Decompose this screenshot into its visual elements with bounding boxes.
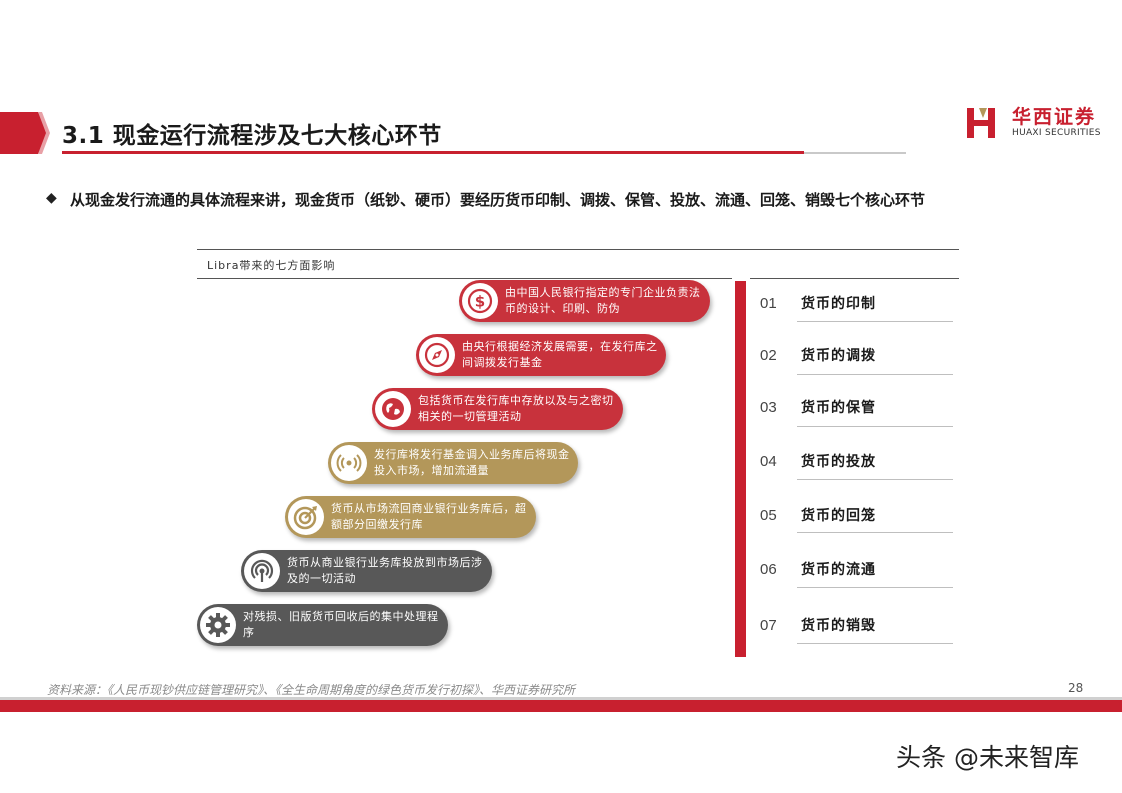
item-label: 货币的投放 xyxy=(801,454,876,470)
item-label: 货币的回笼 xyxy=(801,508,876,524)
item-number: 06 xyxy=(760,561,777,578)
logo-text: 华西证券 xyxy=(1012,106,1097,128)
step-destruction: 对残损、旧版货币回收后的集中处理程序 xyxy=(197,604,448,646)
compass-icon xyxy=(419,337,455,373)
item-label: 货币的销毁 xyxy=(801,618,876,634)
item-divider xyxy=(797,479,953,480)
step-custody: 包括货币在发行库中存放以及与之密切相关的一切管理活动 xyxy=(372,388,623,430)
globe-icon xyxy=(375,391,411,427)
step-text: 由中国人民银行指定的专门企业负责法币的设计、印刷、防伪 xyxy=(505,286,701,315)
bullet-diamond-icon: ◆ xyxy=(46,190,57,206)
figure-title: Libra带来的七方面影响 xyxy=(207,259,336,272)
item-number: 07 xyxy=(760,617,777,634)
item-number: 04 xyxy=(760,453,777,470)
figure-header-rule-right xyxy=(750,278,959,279)
step-withdrawal: 货币从市场流回商业银行业务库后，超额部分回缴发行库 xyxy=(285,496,536,538)
step-text: 由央行根据经济发展需要，在发行库之间调拨发行基金 xyxy=(462,340,658,369)
timeline-bar xyxy=(735,281,746,657)
step-text: 包括货币在发行库中存放以及与之密切相关的一切管理活动 xyxy=(418,394,614,423)
step-text: 货币从市场流回商业银行业务库后，超额部分回缴发行库 xyxy=(331,502,527,531)
step-issuance: 发行库将发行基金调入业务库后将现金投入市场，增加流通量 xyxy=(328,442,578,484)
item-divider xyxy=(797,532,953,533)
signal-icon xyxy=(244,553,280,589)
step-text: 发行库将发行基金调入业务库后将现金投入市场，增加流通量 xyxy=(374,448,570,477)
source-note: 资料来源：《人民币现钞供应链管理研究》、《全生命周期角度的绿色货币发行初探》、华… xyxy=(47,683,576,697)
dollar-icon: $ xyxy=(462,283,498,319)
item-divider xyxy=(797,321,953,322)
huaxi-logo-icon xyxy=(967,108,995,138)
item-label: 货币的调拨 xyxy=(801,348,876,364)
item-divider xyxy=(797,643,953,644)
item-label: 货币的印制 xyxy=(801,296,876,312)
item-number: 03 xyxy=(760,399,777,416)
bullet-text: 从现金发行流通的具体流程来讲，现金货币（纸钞、硬币）要经历货币印制、调拨、保管、… xyxy=(70,191,926,209)
watermark: 头条 @未来智库 xyxy=(896,743,1079,772)
title-underline xyxy=(62,151,804,154)
broadcast-icon xyxy=(331,445,367,481)
page-number: 28 xyxy=(1068,681,1084,695)
item-label: 货币的保管 xyxy=(801,400,876,416)
step-text: 货币从商业银行业务库投放到市场后涉及的一切活动 xyxy=(287,556,483,585)
figure-top-rule xyxy=(197,249,959,250)
item-divider xyxy=(797,426,953,427)
target-icon xyxy=(288,499,324,535)
title-accent-shape xyxy=(0,112,50,154)
step-printing: $ 由中国人民银行指定的专门企业负责法币的设计、印刷、防伪 xyxy=(459,280,710,322)
item-divider xyxy=(797,587,953,588)
figure-header-rule xyxy=(197,278,732,279)
item-number: 01 xyxy=(760,295,777,312)
item-label: 货币的流通 xyxy=(801,562,876,578)
footer-band xyxy=(0,700,1122,712)
svg-text:$: $ xyxy=(475,293,485,311)
gear-icon xyxy=(200,607,236,643)
step-text: 对残损、旧版货币回收后的集中处理程序 xyxy=(243,610,439,639)
logo-subtext: HUAXI SECURITIES xyxy=(1012,128,1101,138)
footer-rule xyxy=(0,697,1122,700)
item-divider xyxy=(797,374,953,375)
title-underline-gray xyxy=(804,152,906,154)
step-circulation: 货币从商业银行业务库投放到市场后涉及的一切活动 xyxy=(241,550,492,592)
item-number: 05 xyxy=(760,507,777,524)
item-number: 02 xyxy=(760,347,777,364)
step-allocation: 由央行根据经济发展需要，在发行库之间调拨发行基金 xyxy=(416,334,666,376)
page-title: 3.1 现金运行流程涉及七大核心环节 xyxy=(62,123,442,149)
